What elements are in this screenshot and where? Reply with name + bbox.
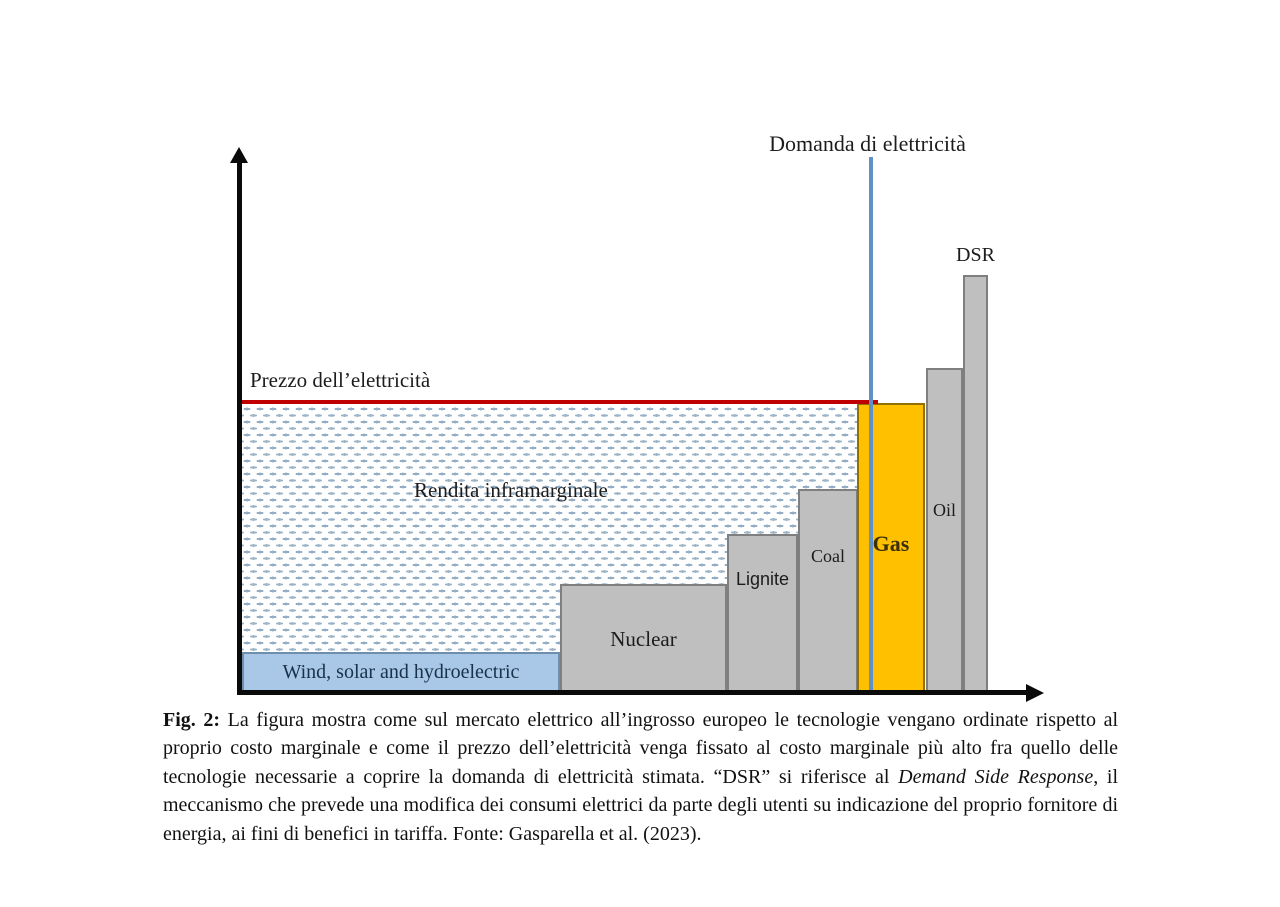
nuclear-label: Nuclear — [610, 627, 677, 651]
bar-oil — [926, 368, 963, 695]
caption-italic-term: Demand Side Response — [898, 765, 1094, 788]
caption-text-2: , il meccanismo che prevede una modifica… — [163, 765, 1118, 845]
caption-text-1: La figura mostra come sul mercato elettr… — [163, 709, 1119, 788]
bar-nuclear — [560, 584, 727, 695]
coal-label: Coal — [811, 546, 845, 566]
bar-coal — [798, 489, 858, 695]
dsr-label: DSR — [956, 244, 995, 266]
price-label: Prezzo dell’elettricità — [250, 368, 431, 392]
electricity-demand-line — [869, 157, 873, 693]
bar-gas — [857, 403, 925, 695]
inframarginal-rent-label: Rendita inframarginale — [414, 478, 608, 502]
bar-dsr — [963, 275, 988, 695]
electricity-price-line — [242, 400, 878, 404]
figure-caption: Fig. 2: La figura mostra come sul mercat… — [163, 706, 1118, 848]
x-axis-arrow-icon — [1026, 684, 1044, 702]
y-axis — [237, 158, 242, 695]
wind-solar-hydro-label: Wind, solar and hydroelectric — [282, 661, 520, 683]
lignite-label: Lignite — [735, 569, 790, 589]
demand-label: Domanda di elettricità — [769, 131, 966, 156]
y-axis-arrow-icon — [230, 147, 248, 163]
x-axis — [237, 690, 1027, 695]
gas-label: Gas — [872, 531, 910, 556]
bar-lignite — [727, 534, 798, 695]
figure-number: Fig. 2: — [163, 709, 221, 731]
oil-label: Oil — [932, 500, 956, 520]
